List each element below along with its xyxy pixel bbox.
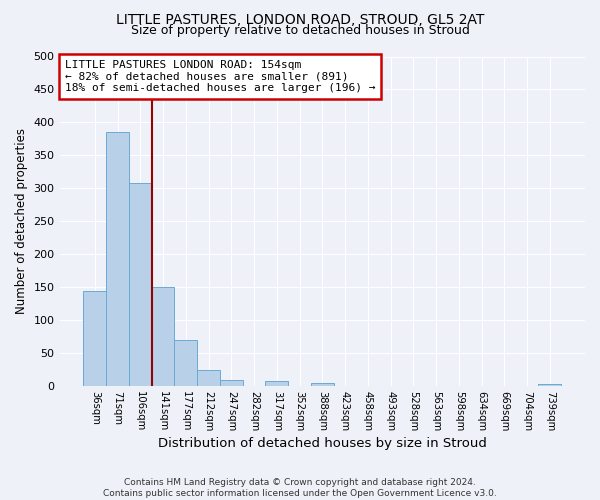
Bar bbox=[175, 340, 197, 386]
X-axis label: Distribution of detached houses by size in Stroud: Distribution of detached houses by size … bbox=[158, 437, 487, 450]
Text: Size of property relative to detached houses in Stroud: Size of property relative to detached ho… bbox=[131, 24, 469, 37]
Bar bbox=[106, 132, 129, 386]
Y-axis label: Number of detached properties: Number of detached properties bbox=[15, 128, 28, 314]
Bar bbox=[265, 381, 288, 386]
Bar bbox=[129, 183, 152, 386]
Text: LITTLE PASTURES LONDON ROAD: 154sqm
← 82% of detached houses are smaller (891)
1: LITTLE PASTURES LONDON ROAD: 154sqm ← 82… bbox=[65, 60, 375, 93]
Bar bbox=[197, 370, 220, 386]
Bar bbox=[220, 380, 242, 386]
Bar bbox=[538, 384, 561, 386]
Bar bbox=[311, 383, 334, 386]
Text: LITTLE PASTURES, LONDON ROAD, STROUD, GL5 2AT: LITTLE PASTURES, LONDON ROAD, STROUD, GL… bbox=[116, 12, 484, 26]
Text: Contains HM Land Registry data © Crown copyright and database right 2024.
Contai: Contains HM Land Registry data © Crown c… bbox=[103, 478, 497, 498]
Bar bbox=[83, 292, 106, 386]
Bar bbox=[152, 288, 175, 386]
